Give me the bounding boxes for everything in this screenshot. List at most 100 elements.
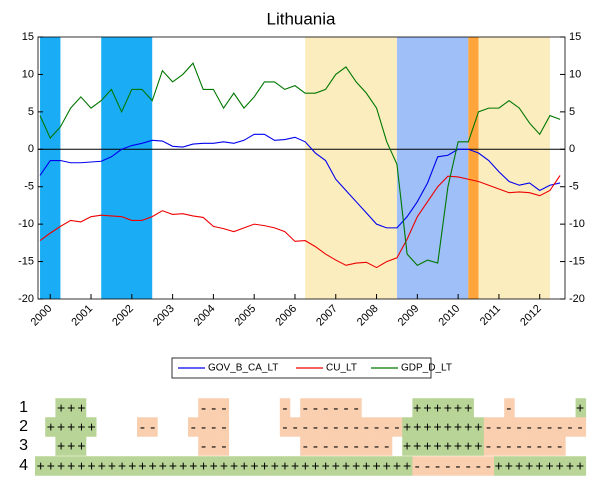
shaded-region: [478, 37, 550, 299]
y2-tick-label: 10: [569, 68, 581, 80]
sign-cell: [392, 456, 403, 476]
sign-cell: [351, 398, 362, 418]
sign-cell: [65, 398, 77, 418]
sign-cell: [341, 398, 352, 418]
sign-cell: [55, 398, 66, 418]
sign-cell: [494, 456, 505, 476]
y-tick-label: -15: [18, 255, 34, 267]
sign-cell: [504, 398, 515, 418]
sign-cell: [137, 456, 148, 476]
sign-cell: [361, 456, 372, 476]
sign-cell: [565, 417, 576, 437]
sign-cell: [432, 456, 444, 476]
sign-cell: [351, 436, 362, 456]
sign-cell: [239, 456, 250, 476]
sign-cell: [381, 436, 393, 456]
sign-row: +++++++++++++++++++++++++++++++++++++---…: [37, 460, 585, 476]
sign-cell: [75, 456, 87, 476]
sign-cell: [126, 456, 138, 476]
sign-cell: [198, 456, 209, 476]
sign-cell: [504, 456, 515, 476]
sign-cell: [75, 417, 87, 437]
y-tick-label: 5: [28, 106, 34, 118]
sign-cell: [453, 456, 464, 476]
x-tick-label: 2012: [518, 303, 544, 329]
sign-cell: [381, 456, 393, 476]
sign-cell: [290, 417, 301, 437]
sign-cell: [218, 436, 230, 456]
sign-cell: [218, 417, 230, 437]
x-tick-label: 2004: [192, 303, 218, 329]
sign-cell: [412, 398, 423, 418]
sign-cell: [330, 456, 342, 476]
sign-cell: [545, 456, 556, 476]
sign-cell: [208, 398, 219, 418]
sign-cell: [575, 398, 587, 418]
sign-cell: [412, 417, 423, 437]
sign-cell: [259, 456, 270, 476]
sign-cell: [279, 398, 291, 418]
sign-cell: [198, 417, 209, 437]
y2-tick-label: 15: [569, 31, 581, 43]
sign-cell: [320, 398, 332, 418]
sign-cell: [402, 417, 413, 437]
sign-cell: [300, 456, 311, 476]
x-tick-label: 2006: [273, 303, 299, 329]
sign-cell: [320, 417, 332, 437]
x-tick-label: 2000: [29, 303, 55, 329]
sign-cell: [575, 456, 587, 476]
sign-cell: [310, 436, 321, 456]
sign-cell: [443, 398, 454, 418]
sign-cell: [218, 398, 230, 418]
sign-cell: [453, 417, 464, 437]
sign-cell: [137, 417, 148, 437]
sign-cell: [188, 417, 199, 437]
shaded-region: [40, 37, 61, 299]
sign-cell: [279, 456, 291, 476]
sign-cell: [412, 456, 423, 476]
sign-cell: [330, 436, 342, 456]
sign-cell: [45, 456, 56, 476]
y2-tick-label: -20: [569, 293, 585, 305]
x-tick-label: 2005: [233, 303, 259, 329]
sign-cell: [55, 417, 66, 437]
sign-cell: [432, 436, 444, 456]
sign-cell: [422, 398, 434, 418]
sign-cell: [300, 398, 311, 418]
sign-cell: [381, 417, 393, 437]
sign-cell: [116, 456, 128, 476]
chart-title: Lithuania: [266, 9, 336, 28]
sign-cell: [167, 456, 179, 476]
sign-cell: [208, 436, 219, 456]
shaded-region: [305, 37, 397, 299]
sign-cell: [208, 456, 219, 476]
sign-cell: [432, 398, 444, 418]
legend-label: GDP_D_LT: [401, 363, 452, 374]
sign-cell: [524, 456, 536, 476]
sign-cell: [65, 417, 77, 437]
sign-cell: [422, 417, 434, 437]
sign-cell: [310, 456, 321, 476]
sign-cell: [198, 398, 209, 418]
sign-cell: [86, 417, 97, 437]
x-tick-label: 2011: [478, 303, 503, 328]
sign-cell: [330, 398, 342, 418]
sign-cell: [198, 436, 209, 456]
data-line: [39, 133, 561, 229]
sign-cell: [473, 456, 485, 476]
row-label: 3: [19, 437, 28, 454]
sign-cell: [310, 398, 321, 418]
sign-cell: [463, 456, 474, 476]
shaded-region: [468, 37, 479, 299]
sign-cell: [534, 456, 546, 476]
y-tick-label: 15: [22, 31, 34, 43]
sign-cell: [341, 436, 352, 456]
x-tick-label: 2009: [396, 303, 422, 329]
sign-cell: [218, 456, 230, 476]
sign-cell: [371, 436, 383, 456]
y2-tick-label: -15: [569, 255, 585, 267]
sign-cell: [341, 456, 352, 476]
sign-cell: [534, 417, 546, 437]
sign-cell: [483, 417, 495, 437]
